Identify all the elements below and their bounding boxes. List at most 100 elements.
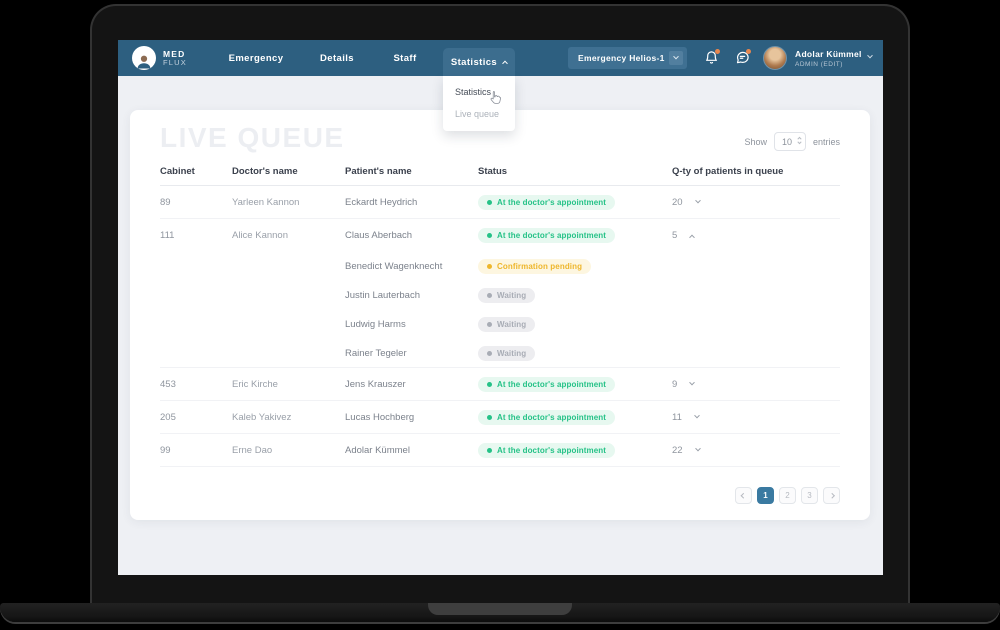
pagination: 1 2 3 [735, 487, 840, 504]
status-cell: Waiting [478, 317, 672, 332]
pagination-next-button[interactable] [823, 487, 840, 504]
user-chevron-down-icon[interactable] [867, 52, 873, 59]
patient-cell: Jens Krauszer [345, 378, 406, 390]
table-row: 99 Erne Dao Adolar Kümmel At the doctor'… [160, 434, 840, 467]
status-dot-icon [487, 381, 492, 387]
expand-chevron-down-icon[interactable] [694, 197, 701, 204]
table-row: 453 Eric Kirche Jens Krauszer At the doc… [160, 368, 840, 401]
status-cell: At the doctor's appointment [478, 442, 672, 458]
notifications-bell-icon[interactable] [704, 49, 720, 66]
cabinet-cell: 453 [160, 378, 176, 390]
header-cabinet: Cabinet [160, 166, 195, 177]
chevron-up-icon [502, 60, 508, 67]
status-badge: At the doctor's appointment [478, 228, 616, 243]
patient-cell: Claus Aberbach [345, 230, 413, 241]
logo-line1: MED [163, 48, 186, 59]
collapse-chevron-up-icon[interactable] [689, 234, 696, 240]
app-logo[interactable]: MED FLUX [132, 46, 187, 70]
show-entries-control: Show 10 entries [744, 132, 840, 151]
notification-dot [715, 49, 720, 54]
patient-cell: Ludwig Harms [345, 319, 406, 330]
expand-chevron-down-icon[interactable] [694, 412, 700, 419]
patient-cell: Rainer Tegeler [345, 347, 407, 359]
status-cell: Confirmation pending [478, 259, 672, 274]
table-subrow: Benedict Wagenknecht Confirmation pendin… [160, 252, 840, 281]
table-header-row: Cabinet Doctor's name Patient's name Sta… [160, 158, 840, 186]
expand-chevron-down-icon[interactable] [694, 445, 701, 452]
status-dot-icon [487, 350, 492, 356]
dropdown-item-live-queue[interactable]: Live queue [455, 109, 500, 119]
status-dot-icon [487, 414, 492, 420]
status-badge: Confirmation pending [478, 259, 592, 274]
status-badge: At the doctor's appointment [478, 442, 616, 458]
cabinet-cell: 205 [160, 411, 176, 423]
nav-item-emergency[interactable]: Emergency [228, 52, 284, 64]
patient-cell: Adolar Kümmel [345, 444, 410, 456]
table-subrow: Rainer Tegeler Waiting [160, 339, 840, 368]
hand-cursor-icon [490, 91, 501, 104]
header-patient: Patient's name [345, 166, 412, 177]
status-badge: At the doctor's appointment [478, 409, 616, 425]
status-dot-icon [487, 322, 492, 327]
entries-value: 10 [781, 136, 792, 147]
stepper-arrows-icon[interactable] [797, 136, 802, 145]
emergency-select-value: Emergency Helios-1 [578, 53, 665, 63]
user-text: Adolar Kümmel ADMIN (EDIT) [795, 49, 862, 68]
table-subrow: Ludwig Harms Waiting [160, 310, 840, 339]
status-cell: Waiting [478, 345, 672, 361]
qty-cell: 9 [672, 379, 840, 390]
status-dot-icon [487, 447, 492, 453]
entries-count-stepper[interactable]: 10 [773, 132, 806, 151]
doctor-cell: Eric Kirche [232, 378, 278, 390]
table-row: 205 Kaleb Yakivez Lucas Hochberg At the … [160, 401, 840, 434]
table-subrow: Justin Lauterbach Waiting [160, 281, 840, 310]
user-menu[interactable]: Adolar Kümmel ADMIN (EDIT) [763, 46, 862, 70]
chevron-left-icon [741, 493, 746, 498]
statistics-dropdown-menu: Statistics Live queue [443, 76, 515, 131]
entries-label: entries [812, 136, 840, 147]
doctor-cell: Erne Dao [232, 444, 273, 456]
chevron-down-icon [669, 51, 683, 65]
logo-text: MED FLUX [163, 48, 187, 67]
status-dot-icon [487, 293, 492, 298]
patient-cell: Lucas Hochberg [345, 411, 415, 423]
nav-item-staff[interactable]: Staff [393, 52, 417, 64]
dropdown-item-statistics[interactable]: Statistics [455, 87, 492, 97]
header-status: Status [478, 166, 508, 177]
cabinet-cell: 99 [160, 444, 171, 456]
app-screen: MED FLUX Emergency Details Staff Statist… [118, 40, 883, 575]
expand-chevron-down-icon[interactable] [689, 379, 696, 386]
status-dot-icon [487, 264, 492, 269]
header-doctor: Doctor's name [232, 166, 298, 177]
pagination-page-2[interactable]: 2 [779, 487, 796, 504]
status-badge: At the doctor's appointment [478, 376, 616, 392]
nav-item-details[interactable]: Details [320, 52, 354, 64]
status-cell: Waiting [478, 288, 672, 303]
table-row: 111 Alice Kannon Claus Aberbach At the d… [160, 219, 840, 252]
user-name: Adolar Kümmel [795, 48, 862, 59]
nav-item-statistics[interactable]: Statistics [443, 48, 515, 76]
live-queue-card: LIVE QUEUE Show 10 entries Cabinet Docto… [130, 110, 870, 520]
live-queue-table: Cabinet Doctor's name Patient's name Sta… [160, 158, 840, 467]
emergency-select[interactable]: Emergency Helios-1 [568, 47, 687, 69]
pagination-prev-button[interactable] [735, 487, 752, 504]
doctor-cell: Kaleb Yakivez [232, 411, 292, 423]
status-dot-icon [487, 233, 492, 238]
page-title: LIVE QUEUE [160, 122, 345, 153]
status-dot-icon [487, 199, 492, 205]
patient-cell: Justin Lauterbach [345, 290, 420, 301]
patient-cell: Benedict Wagenknecht [345, 261, 443, 272]
user-avatar [763, 46, 787, 70]
doctor-cell: Yarleen Kannon [232, 196, 300, 208]
user-role: ADMIN (EDIT) [795, 60, 843, 68]
pagination-page-1[interactable]: 1 [757, 487, 774, 504]
messages-chat-icon[interactable] [735, 49, 751, 66]
pagination-page-3[interactable]: 3 [801, 487, 818, 504]
status-cell: At the doctor's appointment [478, 376, 672, 392]
logo-person-icon [132, 46, 156, 70]
logo-line2: FLUX [163, 57, 187, 67]
qty-cell: 11 [672, 412, 840, 423]
status-cell: At the doctor's appointment [478, 409, 672, 425]
status-badge: Waiting [478, 345, 536, 361]
